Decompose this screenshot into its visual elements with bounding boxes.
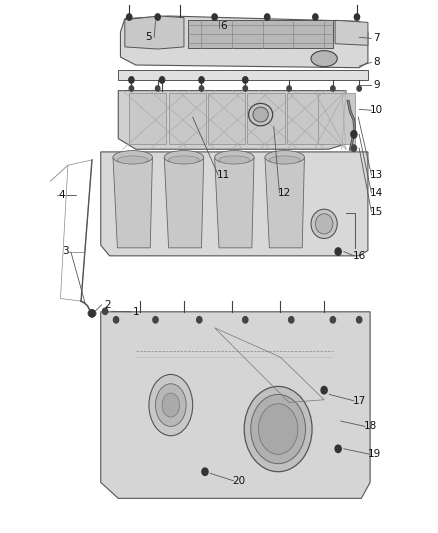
Circle shape: [127, 14, 132, 20]
Circle shape: [102, 308, 108, 314]
Polygon shape: [188, 20, 333, 48]
Circle shape: [321, 386, 327, 394]
Circle shape: [335, 248, 341, 255]
Ellipse shape: [311, 209, 337, 239]
Text: 17: 17: [353, 396, 366, 406]
Ellipse shape: [155, 384, 186, 426]
Text: 8: 8: [373, 58, 380, 67]
Ellipse shape: [244, 386, 312, 472]
Ellipse shape: [215, 150, 254, 164]
Ellipse shape: [162, 393, 180, 417]
Circle shape: [330, 317, 336, 323]
Circle shape: [197, 317, 202, 323]
Text: 2: 2: [104, 300, 111, 310]
Circle shape: [313, 14, 318, 20]
Circle shape: [351, 131, 357, 138]
Ellipse shape: [149, 374, 193, 436]
Text: 11: 11: [217, 170, 230, 180]
Ellipse shape: [253, 107, 268, 122]
Circle shape: [243, 86, 247, 91]
Polygon shape: [120, 16, 368, 68]
Ellipse shape: [258, 404, 298, 454]
Ellipse shape: [265, 150, 304, 164]
Ellipse shape: [169, 156, 199, 164]
Circle shape: [199, 86, 204, 91]
Text: 9: 9: [373, 80, 380, 90]
Text: 6: 6: [220, 21, 227, 30]
Ellipse shape: [251, 394, 305, 464]
Polygon shape: [265, 157, 304, 248]
Polygon shape: [101, 152, 368, 256]
Polygon shape: [118, 70, 368, 80]
Circle shape: [265, 14, 270, 20]
Circle shape: [129, 77, 134, 83]
Polygon shape: [215, 157, 254, 248]
Circle shape: [89, 310, 95, 317]
Text: 13: 13: [370, 170, 383, 180]
Text: 20: 20: [232, 476, 245, 486]
Polygon shape: [169, 93, 206, 144]
Text: 4: 4: [58, 190, 65, 199]
Polygon shape: [101, 312, 370, 498]
Polygon shape: [118, 91, 346, 149]
Polygon shape: [208, 93, 245, 144]
Circle shape: [289, 317, 294, 323]
Ellipse shape: [117, 156, 148, 164]
Circle shape: [155, 86, 160, 91]
Polygon shape: [318, 93, 355, 144]
Circle shape: [159, 77, 165, 83]
Polygon shape: [129, 93, 166, 144]
Circle shape: [243, 77, 248, 83]
Text: 19: 19: [368, 449, 381, 459]
Ellipse shape: [219, 156, 250, 164]
Circle shape: [155, 14, 160, 20]
Circle shape: [351, 145, 357, 151]
Text: 16: 16: [353, 251, 366, 261]
Text: 12: 12: [278, 188, 291, 198]
Circle shape: [357, 86, 361, 91]
Ellipse shape: [249, 103, 272, 126]
Polygon shape: [113, 157, 152, 248]
Polygon shape: [125, 16, 184, 49]
Circle shape: [153, 317, 158, 323]
Circle shape: [212, 14, 217, 20]
Circle shape: [199, 77, 204, 83]
Text: 3: 3: [62, 246, 69, 255]
Ellipse shape: [311, 51, 337, 67]
Circle shape: [129, 86, 134, 91]
Text: 1: 1: [132, 307, 139, 317]
Polygon shape: [247, 93, 285, 144]
Polygon shape: [287, 93, 324, 144]
Polygon shape: [335, 20, 368, 45]
Circle shape: [335, 445, 341, 453]
Ellipse shape: [315, 214, 333, 234]
Polygon shape: [164, 157, 204, 248]
Text: 15: 15: [370, 207, 383, 216]
Circle shape: [357, 317, 362, 323]
Text: 10: 10: [370, 106, 383, 115]
Circle shape: [113, 317, 119, 323]
Ellipse shape: [164, 150, 204, 164]
Circle shape: [287, 86, 291, 91]
Circle shape: [331, 86, 335, 91]
Text: 18: 18: [364, 422, 377, 431]
Text: 5: 5: [145, 33, 152, 42]
Text: 14: 14: [370, 188, 383, 198]
Circle shape: [354, 14, 360, 20]
Circle shape: [202, 468, 208, 475]
Ellipse shape: [113, 150, 152, 164]
Circle shape: [243, 317, 248, 323]
Text: 7: 7: [373, 34, 380, 43]
Ellipse shape: [269, 156, 300, 164]
